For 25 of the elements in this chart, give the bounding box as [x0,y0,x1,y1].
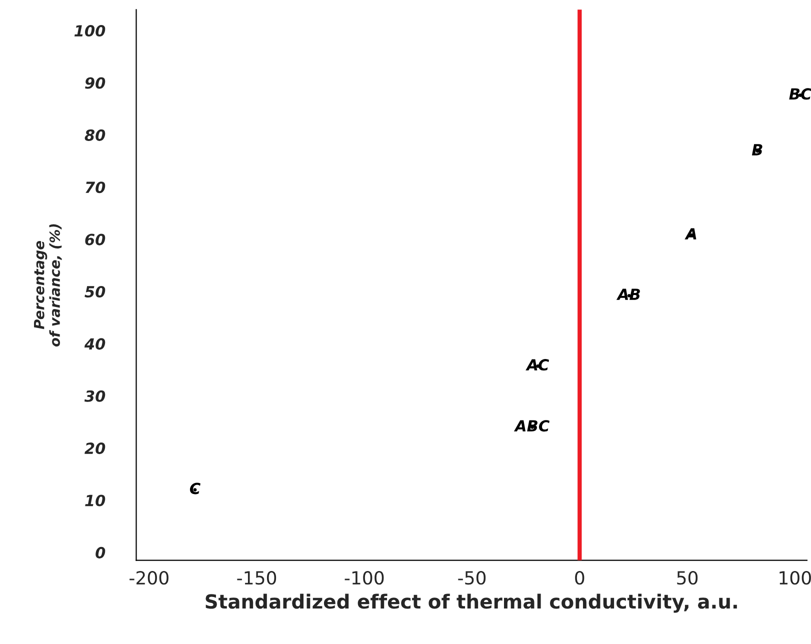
y-tick-label: 50 [84,286,106,298]
annotation: AC [526,359,550,371]
annotation: AB [616,288,640,300]
annotation: C [190,482,200,494]
annotation: B [752,144,762,156]
y-axis-title: Percentage of variance, (%) [34,224,62,347]
y-tick-label: 80 [84,129,106,141]
y-tick-label: 60 [85,234,106,246]
y-tick-label: 90 [85,77,106,89]
annotation: ABC [514,420,550,432]
x-tick-label: -200 [130,571,168,585]
x-tick-label: 0 [575,571,584,585]
x-tick-label: 100 [780,571,811,585]
y-tick-label: 30 [84,390,106,402]
x-tick-label: -100 [344,571,384,585]
y-tick-label: 70 [86,182,106,194]
y-tick-label: 0 [96,546,106,558]
x-tick-label: -150 [237,571,276,585]
y-tick-label: 20 [84,442,106,454]
x-axis-title: Standardized effect of thermal conductivity, a.u. [206,594,737,613]
y-tick-label: 40 [84,338,106,350]
x-tick-label: -50 [458,571,486,585]
y-tick-label: 10 [85,494,106,506]
x-tick-label: 50 [677,571,698,585]
y-tick-label: 100 [74,25,106,37]
